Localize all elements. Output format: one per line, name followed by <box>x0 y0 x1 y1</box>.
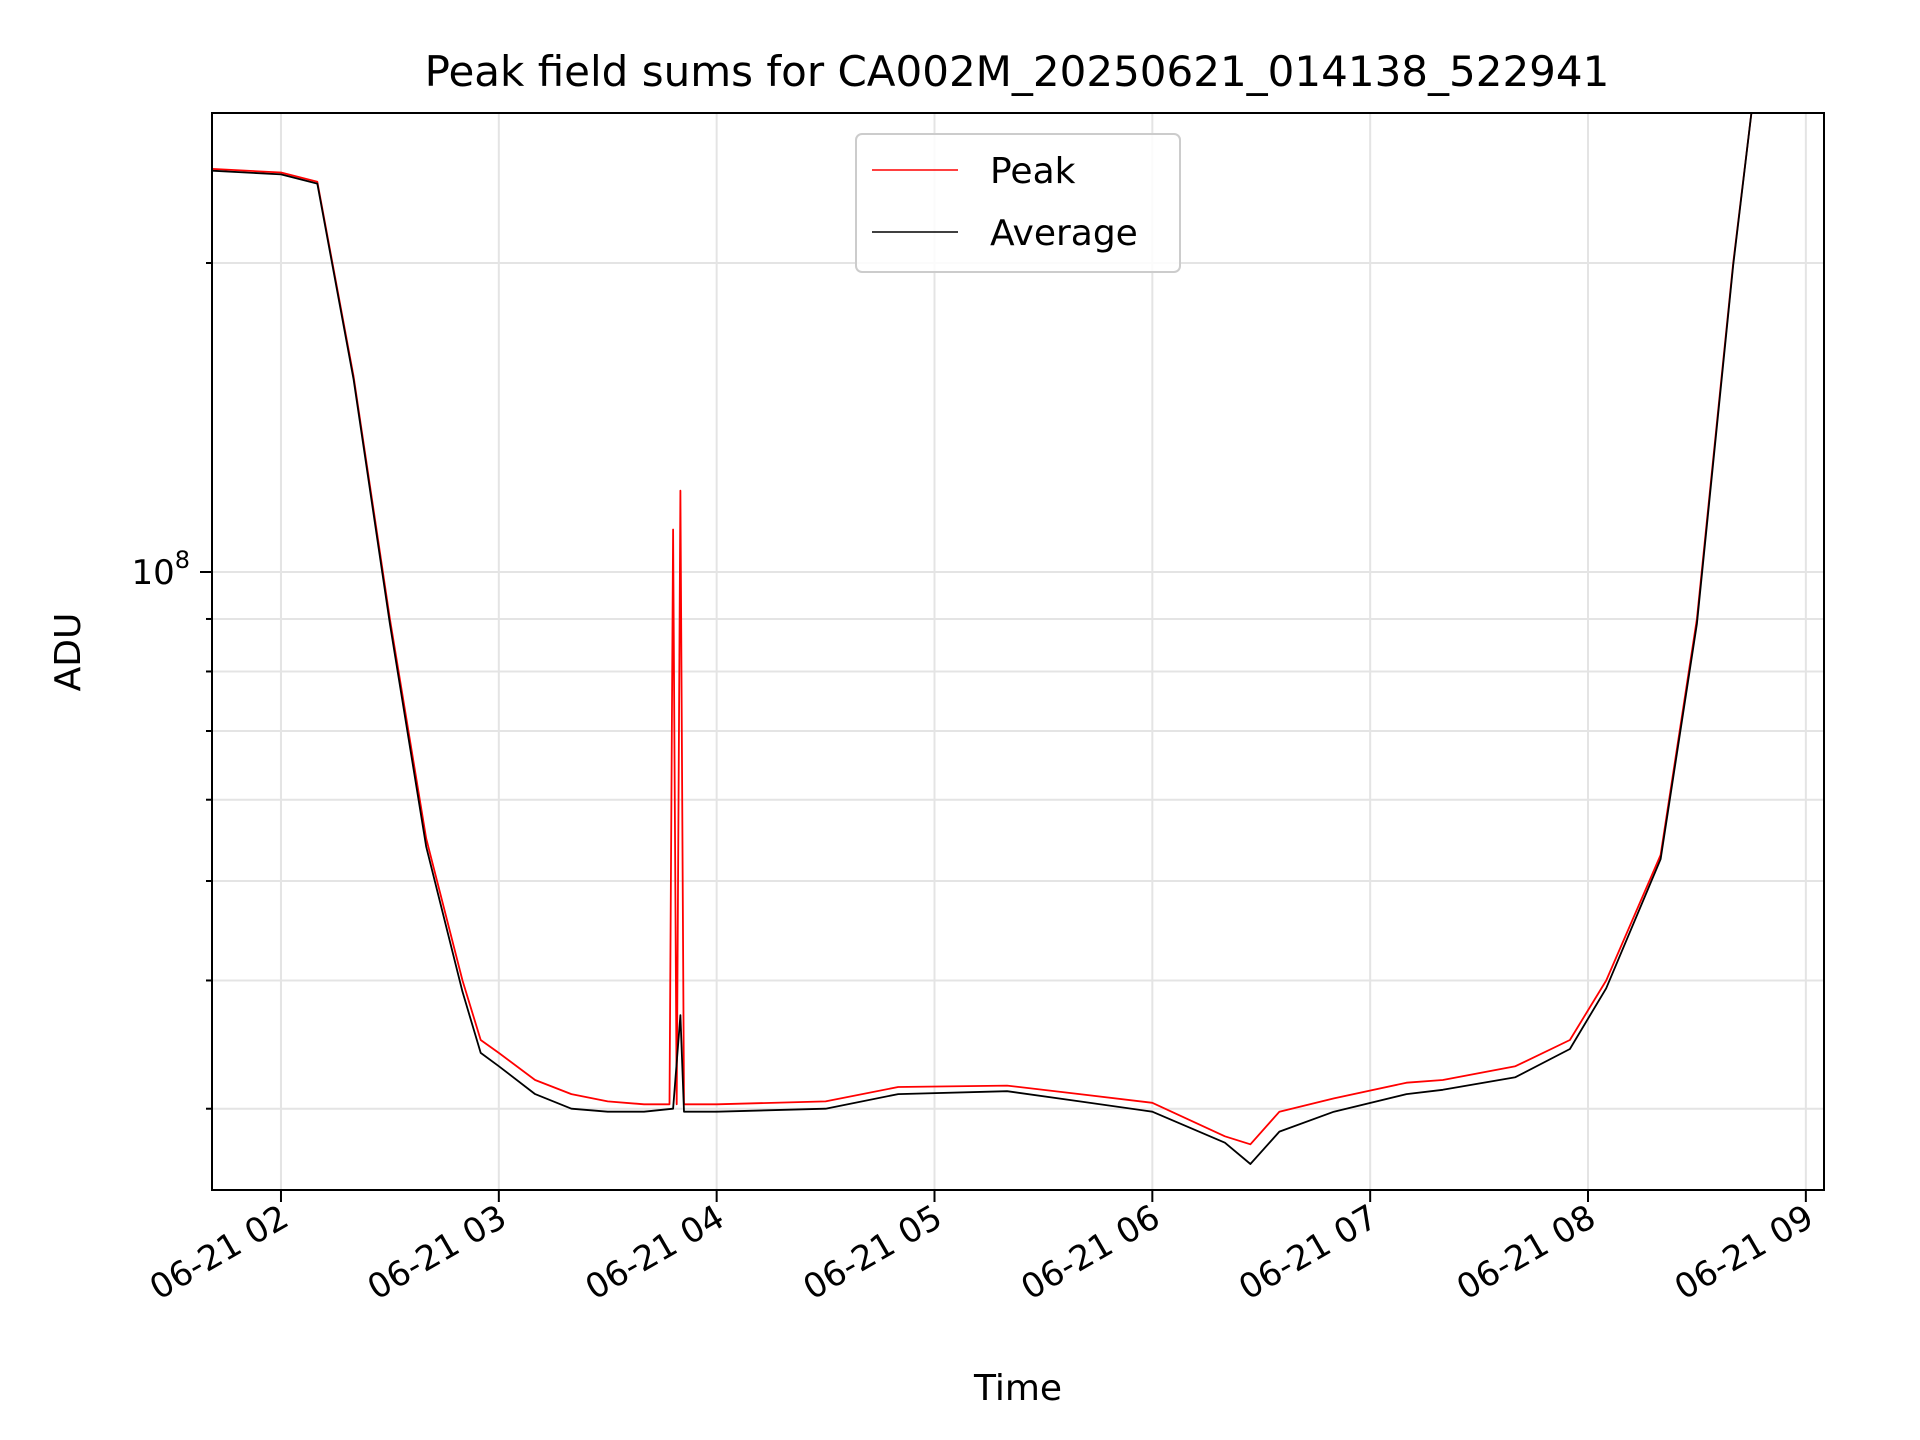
x-tick-label: 06-21 08 <box>1450 1197 1602 1308</box>
x-tick-label: 06-21 02 <box>143 1197 295 1308</box>
x-tick-label: 06-21 03 <box>361 1197 513 1308</box>
series-line-average <box>212 113 1753 1165</box>
x-axis: 06-21 02 06-21 03 06-21 04 06-21 05 06-21 06… <box>143 1190 1820 1308</box>
chart-title: Peak field sums for CA002M_20250621_0141… <box>425 47 1610 96</box>
x-axis-label: Time <box>973 1368 1062 1409</box>
legend-label-peak: Peak <box>990 151 1076 192</box>
x-tick-label: 06-21 06 <box>1014 1197 1166 1308</box>
x-tick-label: 06-21 05 <box>797 1197 949 1308</box>
y-tick-exponent: 8 <box>175 546 190 574</box>
y-axis: 108 <box>131 261 212 1110</box>
y-tick-base: 10 <box>131 553 174 593</box>
x-tick-label: 06-21 09 <box>1668 1197 1820 1308</box>
y-tick-label: 108 <box>131 546 190 593</box>
y-axis-label: ADU <box>48 613 89 692</box>
series-line-peak <box>212 113 1753 1146</box>
legend-label-average: Average <box>990 213 1138 254</box>
series-layer <box>212 113 1753 1165</box>
legend-box <box>855 133 1181 273</box>
x-tick-label: 06-21 04 <box>579 1197 731 1308</box>
legend: Peak Average <box>855 133 1181 273</box>
plot-frame <box>211 112 1825 1191</box>
x-tick-label: 06-21 07 <box>1232 1197 1384 1308</box>
